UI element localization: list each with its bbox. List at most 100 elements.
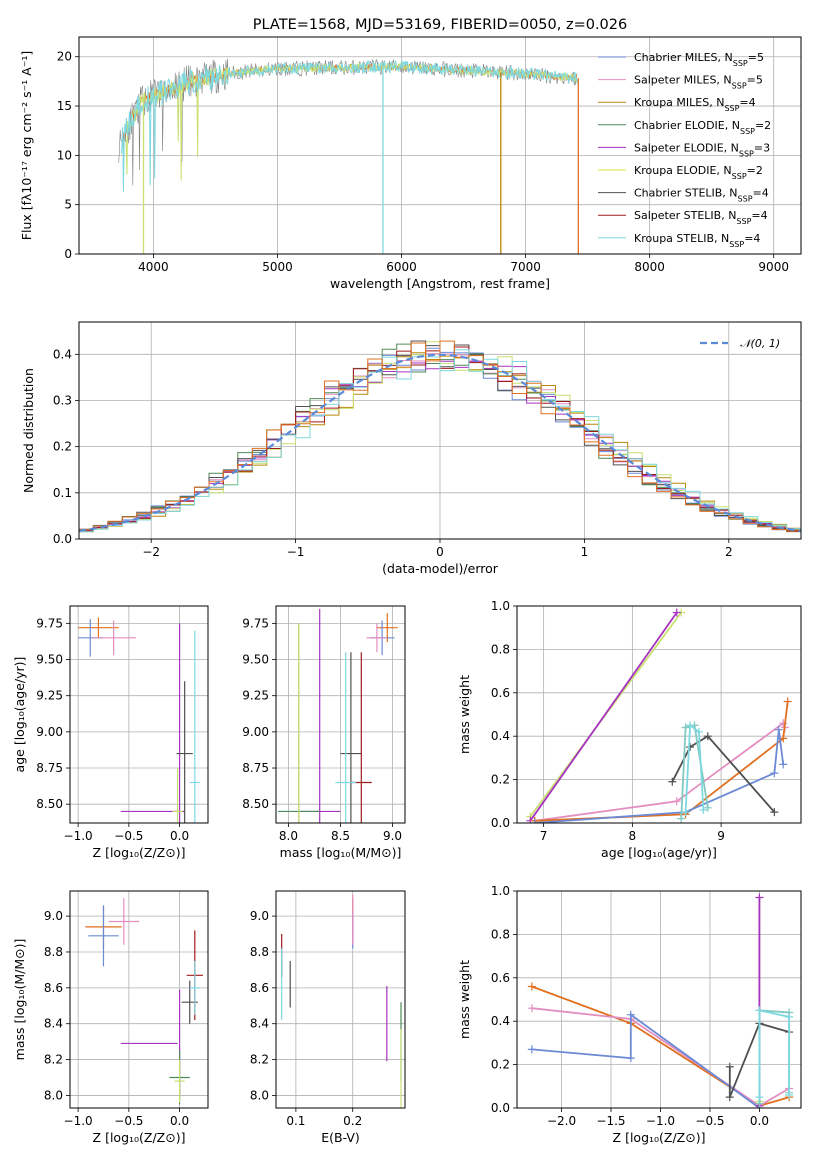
axes-frame	[78, 36, 802, 255]
x-tick-label: 6000	[386, 260, 417, 274]
panel-age-vs-Z: −1.0 −0.5 0.0 8.50 8.75 9.00 9.25 9.50 9.75 Z [lo…	[12, 605, 209, 860]
weight-line	[728, 1022, 790, 1098]
y-tick-label: 0.2	[53, 440, 72, 454]
y-tick-label: 0.8	[491, 927, 510, 941]
y-tick-label: 8.0	[44, 1088, 63, 1102]
y-tick-label: 9.00	[242, 725, 269, 739]
legend-label: Kroupa ELODIE, NSSP=2	[634, 164, 763, 181]
y-tick-label: 9.00	[36, 725, 63, 739]
y-axis-label: Normed distribution	[21, 368, 36, 493]
weight-marker	[527, 1045, 536, 1054]
plot-area	[278, 608, 398, 823]
panel-mass-vs-Z: −1.0 −0.5 0.0 8.0 8.2 8.4 8.6 8.8 9.0 Z [log₁₀(Z/…	[12, 890, 209, 1145]
x-axis-label: Z [log₁₀(Z/Z⊙)]	[613, 1130, 706, 1145]
legend-label: Chabrier ELODIE, NSSP=2	[634, 119, 771, 136]
weight-marker	[755, 1093, 764, 1102]
x-axis-label: Z [log₁₀(Z/Z⊙)]	[93, 1130, 186, 1145]
y-axis-label: Flux [fλ10⁻¹⁷ erg cm⁻² s⁻¹ A⁻¹]	[19, 51, 34, 240]
weight-marker	[681, 808, 690, 817]
y-tick-label: 8.8	[44, 945, 63, 959]
weight-marker	[672, 608, 681, 617]
y-tick-label: 9.25	[36, 689, 63, 703]
y-tick-label: 8.6	[250, 981, 269, 995]
x-tick-label: 8.5	[331, 829, 350, 843]
x-tick-label: −2	[142, 545, 160, 559]
weight-marker	[681, 723, 690, 732]
x-axis-label: E(B-V)	[321, 1130, 360, 1145]
y-tick-label: 9.75	[36, 616, 63, 630]
weight-marker	[725, 1093, 734, 1102]
axes-frame	[516, 605, 802, 824]
axes-frame	[78, 321, 802, 540]
y-tick-label: 9.75	[242, 616, 269, 630]
y-tick-label: 8.75	[36, 761, 63, 775]
y-tick-label: 8.4	[250, 1017, 269, 1031]
spectrum-line	[125, 61, 578, 181]
y-tick-label: 8.4	[44, 1017, 63, 1031]
weight-marker	[694, 727, 703, 736]
legend-label: 𝒩(0, 1)	[740, 337, 780, 350]
x-tick-label: −1.0	[64, 829, 93, 843]
panel-chart-0: 4000 5000 6000 7000 8000 9000 0 5 10 15 20 waveleng…	[19, 17, 802, 291]
y-tick-label: 0.2	[491, 1058, 510, 1072]
x-tick-label: −1	[287, 545, 305, 559]
weight-marker	[703, 732, 712, 741]
y-tick-label: 8.75	[242, 761, 269, 775]
plot-area	[79, 340, 801, 533]
weight-marker	[530, 819, 539, 823]
x-tick-label: 0	[436, 545, 444, 559]
axes-frame	[516, 890, 802, 1109]
x-tick-label: 0.2	[343, 1114, 362, 1128]
weight-marker	[626, 1054, 635, 1063]
y-tick-label: 8.50	[36, 797, 63, 811]
x-tick-label: 0.1	[286, 1114, 305, 1128]
y-tick-label: 0.0	[53, 532, 72, 546]
plot-area	[281, 894, 402, 1108]
y-tick-label: 0.2	[491, 773, 510, 787]
y-axis-label: mass [log₁₀(M/M⊙)]	[12, 939, 27, 1061]
panel-mass-vs-EBV: 0.1 0.2 8.0 8.2 8.4 8.6 8.8 9.0 E(B-V)	[250, 890, 406, 1145]
weight-marker	[779, 760, 788, 769]
x-tick-label: 5000	[262, 260, 293, 274]
y-tick-label: 20	[57, 50, 72, 64]
y-tick-label: 5	[64, 198, 72, 212]
x-axis-label: Z [log₁₀(Z/Z⊙)]	[93, 845, 186, 860]
weight-line	[529, 611, 678, 822]
x-tick-label: 7000	[510, 260, 541, 274]
y-tick-label: 9.25	[242, 689, 269, 703]
weight-marker	[755, 893, 764, 902]
y-tick-label: 0.6	[491, 686, 510, 700]
x-tick-label: −2.0	[547, 1114, 576, 1128]
legend-label: Chabrier STELIB, NSSP=4	[634, 187, 769, 204]
y-tick-label: 0.1	[53, 486, 72, 500]
x-tick-label: −0.5	[695, 1114, 724, 1128]
panel-massweight-vs-Z: −2.0 −1.5 −1.0 −0.5 0.0 0.0 0.2 0.4 0.6 0.8 1.0 Z […	[457, 884, 802, 1145]
weight-marker	[668, 777, 677, 786]
y-tick-label: 1.0	[491, 884, 510, 898]
x-tick-label: 9.0	[383, 829, 402, 843]
x-tick-label: 1	[581, 545, 589, 559]
y-tick-label: 9.50	[36, 653, 63, 667]
y-tick-label: 8.50	[242, 797, 269, 811]
weight-marker	[770, 808, 779, 817]
x-axis-label: wavelength [Angstrom, rest frame]	[330, 276, 550, 291]
weight-line	[531, 1012, 760, 1108]
y-tick-label: 8.2	[44, 1053, 63, 1067]
histogram-step	[79, 349, 801, 533]
x-tick-label: 8.0	[279, 829, 298, 843]
weight-marker	[703, 803, 712, 812]
weight-marker	[686, 743, 695, 752]
y-tick-label: 0.4	[491, 1014, 510, 1028]
weight-marker	[527, 982, 536, 991]
x-axis-label: mass [log₁₀(M/M⊙)]	[280, 845, 402, 860]
y-axis-label: age [log₁₀(age/yr)]	[12, 657, 27, 773]
panel-massweight-vs-age: 7 8 9 0.0 0.2 0.4 0.6 0.8 1.0 age [log₁₀(age/yr)]…	[457, 599, 802, 860]
x-tick-label: 9	[717, 829, 725, 843]
y-tick-label: 0	[64, 247, 72, 261]
x-tick-label: −1.5	[596, 1114, 625, 1128]
y-tick-label: 10	[57, 148, 72, 162]
x-tick-label: 8000	[634, 260, 665, 274]
chart-title: PLATE=1568, MJD=53169, FIBERID=0050, z=0…	[253, 17, 627, 33]
x-tick-label: −1.0	[64, 1114, 93, 1128]
panel-chart-1: −2 −1 0 1 2 0.0 0.1 0.2 0.3 0.4 (data-model)/error…	[21, 321, 802, 576]
